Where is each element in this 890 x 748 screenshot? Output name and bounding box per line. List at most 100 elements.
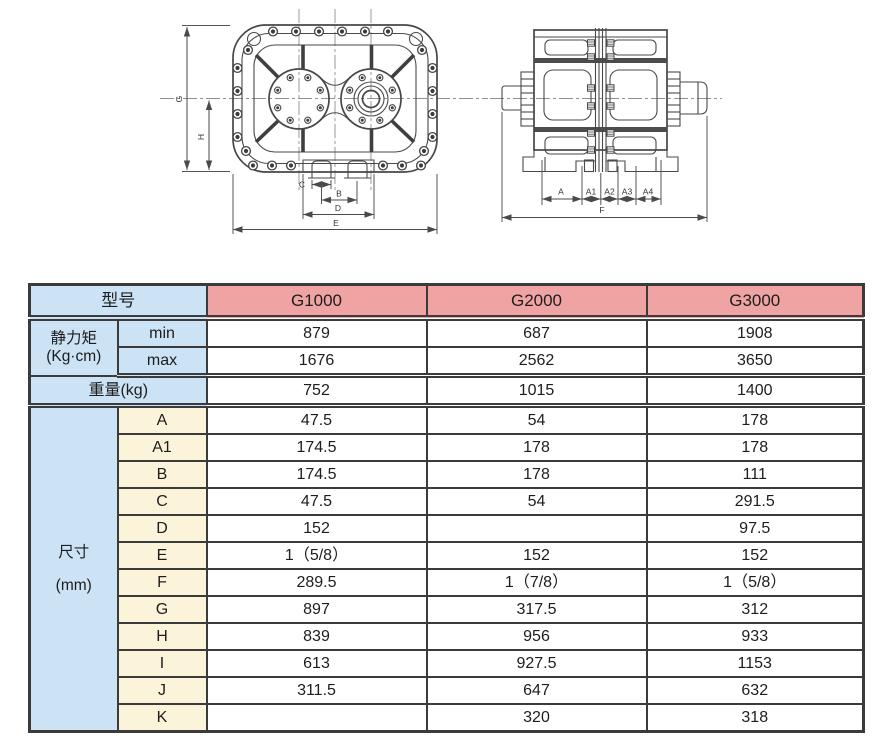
value-cell: 178 <box>645 433 865 462</box>
value-cell: 2562 <box>425 346 648 378</box>
dim-label-C: C <box>299 180 305 190</box>
value-cell: 933 <box>645 622 865 651</box>
dim-row-I: I 613 927.5 1153 <box>30 649 865 678</box>
dim-label-A: A <box>558 187 564 197</box>
value-cell: 174.5 <box>205 460 428 489</box>
value-cell: 152 <box>645 541 865 570</box>
value-cell: 289.5 <box>205 568 428 597</box>
row-label-cell: G <box>116 595 208 624</box>
dims-label-cell: 尺寸 (mm) <box>28 404 119 733</box>
value-cell <box>205 703 428 733</box>
row-label-cell: C <box>116 487 208 516</box>
row-label-cell: max <box>116 346 208 378</box>
front-view-dimensions: G H C B D E <box>174 25 438 234</box>
value-cell: 174.5 <box>205 433 428 462</box>
static-moment-max-row: max 1676 2562 3650 <box>30 346 865 378</box>
value-cell: 839 <box>205 622 428 651</box>
row-label-cell: F <box>116 568 208 597</box>
dim-label-G: G <box>174 96 184 103</box>
dim-label-D: D <box>335 203 341 213</box>
side-view-dimensions: A A1 A2 A3 A4 F <box>501 112 708 222</box>
row-label-cell: A1 <box>116 433 208 462</box>
row-label-cell: I <box>116 649 208 678</box>
dims-label: 尺寸 <box>58 543 90 561</box>
value-cell: 152 <box>425 541 648 570</box>
value-cell: 647 <box>425 676 648 705</box>
value-cell: 291.5 <box>645 487 865 516</box>
weight-row: 重量(kg) 752 1015 1400 <box>28 374 865 408</box>
row-label-cell: K <box>116 703 208 733</box>
value-cell: 897 <box>205 595 428 624</box>
value-cell: 97.5 <box>645 514 865 543</box>
static-moment-label-cell: 静力矩 (Kg·cm) <box>28 317 119 377</box>
dim-label-E: E <box>333 218 339 228</box>
row-label-cell: E <box>116 541 208 570</box>
static-moment-unit: (Kg·cm) <box>46 347 102 365</box>
value-cell: 1（7/8） <box>425 568 648 597</box>
value-cell: 54 <box>425 487 648 516</box>
value-cell: 318 <box>645 703 865 733</box>
value-cell: 632 <box>645 676 865 705</box>
value-cell: 311.5 <box>205 676 428 705</box>
front-view <box>160 9 488 192</box>
value-cell: 317.5 <box>425 595 648 624</box>
value-cell: 54 <box>425 404 648 435</box>
row-label-cell: B <box>116 460 208 489</box>
value-cell: 3650 <box>645 346 865 378</box>
value-cell: 956 <box>425 622 648 651</box>
value-cell: 879 <box>205 317 428 348</box>
model-label-cell: 型号 <box>28 283 208 321</box>
value-cell: 1908 <box>645 317 865 348</box>
value-cell: 111 <box>645 460 865 489</box>
row-label-cell: D <box>116 514 208 543</box>
value-cell: 752 <box>205 374 428 408</box>
dim-row-F: F 289.5 1（7/8） 1（5/8） <box>30 568 865 597</box>
model-header-g3000: G3000 <box>645 283 865 321</box>
value-cell: 320 <box>425 703 648 733</box>
gearbox-drawing-svg: G H C B D E <box>160 9 722 234</box>
value-cell: 178 <box>425 460 648 489</box>
row-label-cell: min <box>116 317 208 348</box>
side-view <box>490 28 722 173</box>
value-cell: 613 <box>205 649 428 678</box>
header-row: 型号 G1000 G2000 G3000 <box>28 283 865 321</box>
technical-drawing: G H C B D E <box>0 0 890 272</box>
value-cell: 687 <box>425 317 648 348</box>
value-cell: 47.5 <box>205 487 428 516</box>
dims-unit: (mm) <box>55 577 92 594</box>
dim-row-C: C 47.5 54 291.5 <box>30 487 865 516</box>
dim-label-A2: A2 <box>604 187 615 197</box>
dim-row-K: K 320 318 <box>30 703 865 733</box>
row-label-cell: A <box>116 404 208 435</box>
dim-row-E: E 1（5/8） 152 152 <box>30 541 865 570</box>
value-cell <box>425 514 648 543</box>
static-moment-min-row: 静力矩 (Kg·cm) min 879 687 1908 <box>28 317 865 377</box>
model-header-g1000: G1000 <box>205 283 428 321</box>
row-label-cell: H <box>116 622 208 651</box>
value-cell: 1676 <box>205 346 428 378</box>
value-cell: 1（5/8） <box>205 541 428 570</box>
dim-row-D: D 152 97.5 <box>30 514 865 543</box>
value-cell: 1（5/8） <box>645 568 865 597</box>
dim-label-A1: A1 <box>586 187 597 197</box>
row-label-cell: J <box>116 676 208 705</box>
value-cell: 152 <box>205 514 428 543</box>
value-cell: 927.5 <box>425 649 648 678</box>
dim-label-H: H <box>196 134 206 140</box>
value-cell: 1153 <box>645 649 865 678</box>
static-moment-label: 静力矩 <box>50 330 97 348</box>
value-cell: 1015 <box>425 374 648 408</box>
dim-row-G: G 897 317.5 312 <box>30 595 865 624</box>
dim-row-B: B 174.5 178 111 <box>30 460 865 489</box>
dim-row-A: 尺寸 (mm) A 47.5 54 178 <box>28 404 865 733</box>
dim-label-F: F <box>599 205 604 215</box>
value-cell: 178 <box>645 404 865 435</box>
model-header-g2000: G2000 <box>425 283 648 321</box>
value-cell: 47.5 <box>205 404 428 435</box>
weight-label-cell: 重量(kg) <box>28 374 208 408</box>
dim-label-B: B <box>336 189 342 199</box>
dim-label-A3: A3 <box>622 187 633 197</box>
spec-table: 型号 G1000 G2000 G3000 静力矩 (Kg·cm) min 879… <box>28 283 865 733</box>
dim-label-A4: A4 <box>643 187 654 197</box>
dim-row-A1: A1 174.5 178 178 <box>30 433 865 462</box>
